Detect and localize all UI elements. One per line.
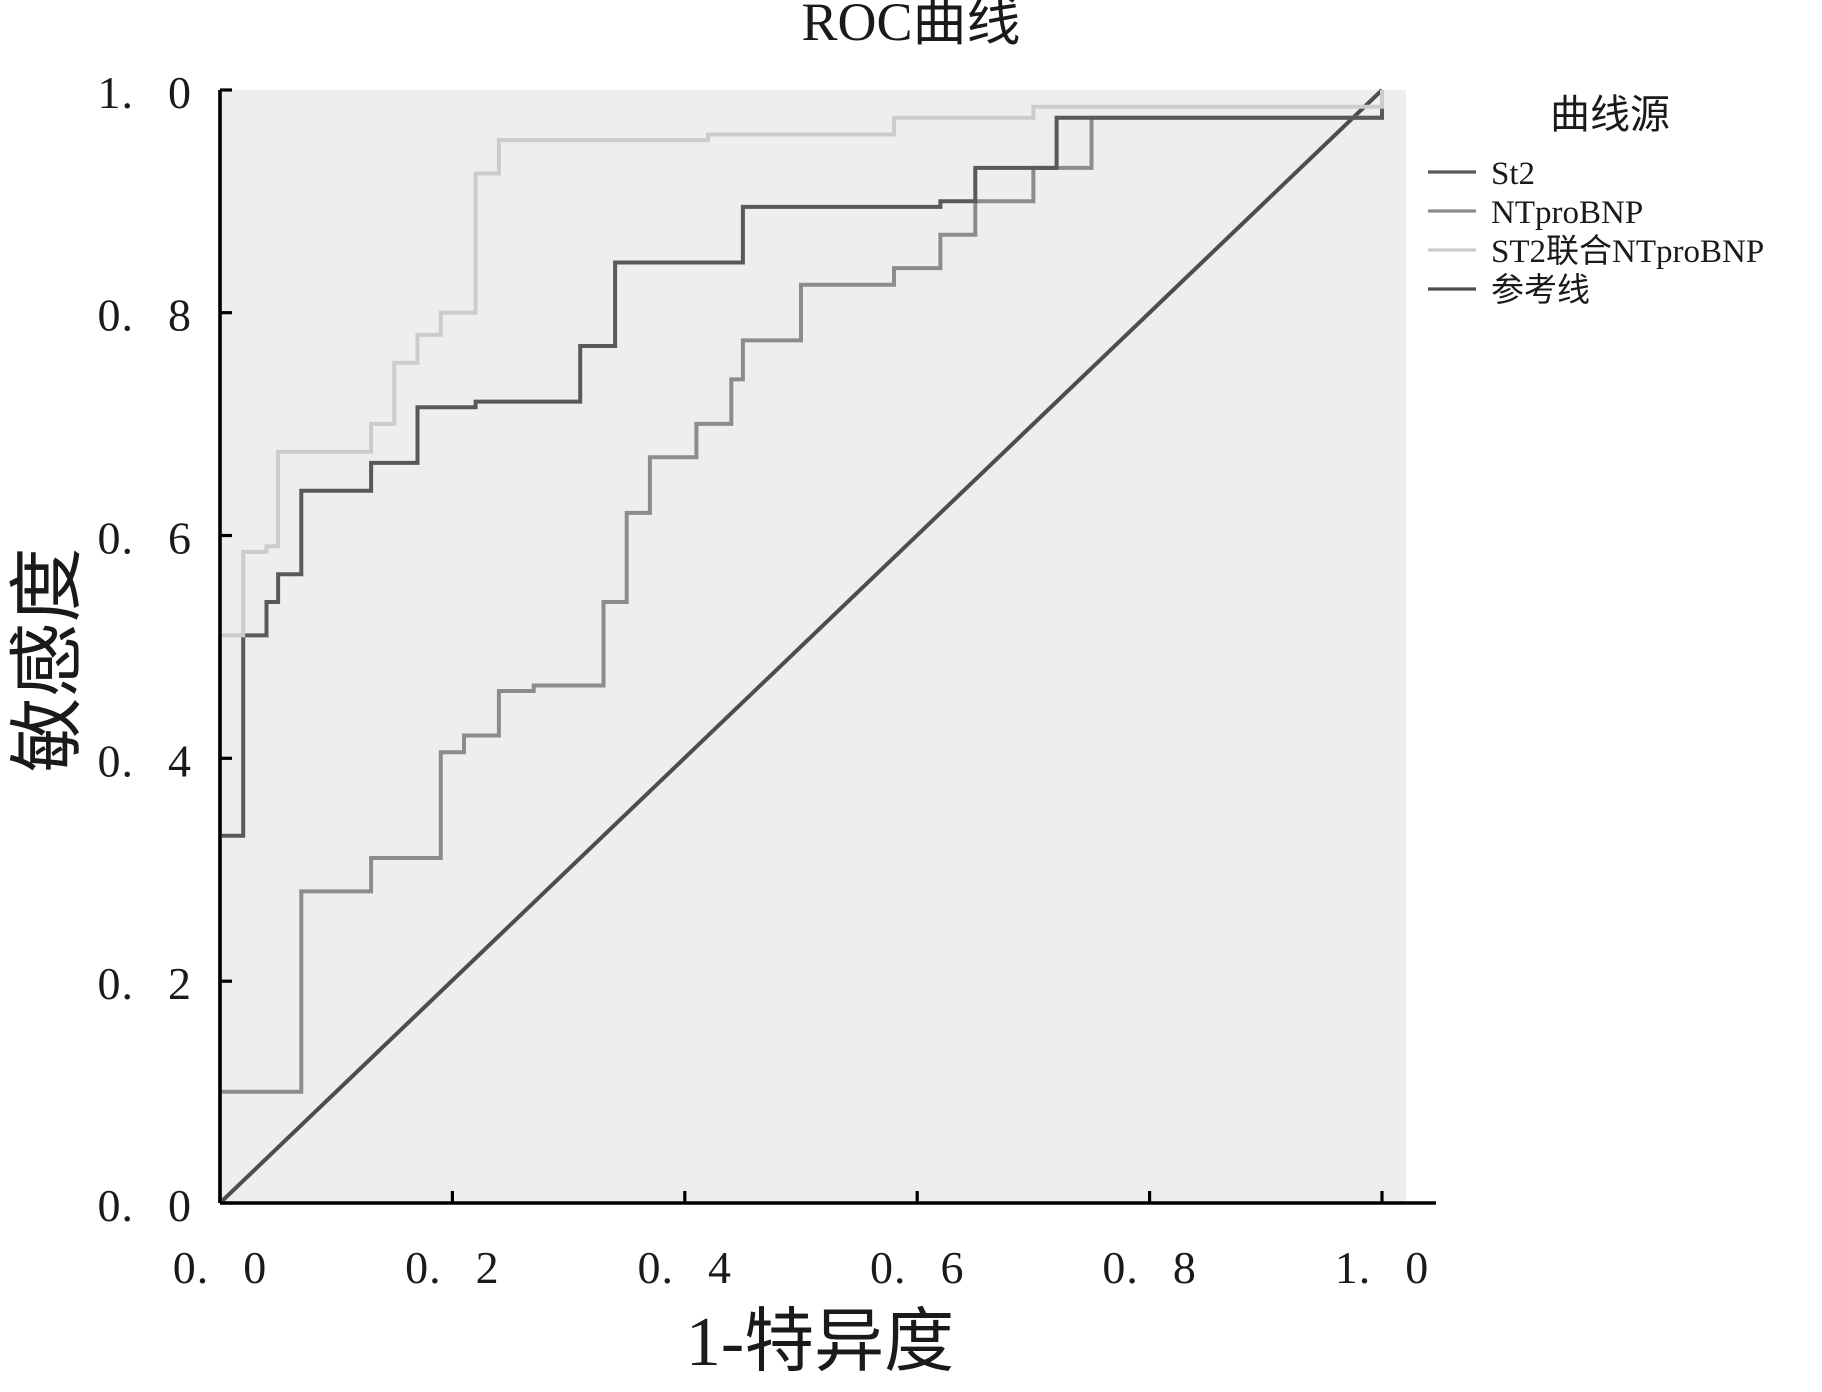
svg-text:曲线源: 曲线源 — [1550, 92, 1670, 137]
svg-text:0.0: 0. 0 — [98, 1180, 193, 1231]
svg-text:0.6: 0. 6 — [98, 513, 193, 564]
svg-text:0.2: 0. 2 — [98, 958, 193, 1009]
svg-text:1-特异度: 1-特异度 — [686, 1304, 954, 1381]
svg-text:ST2联合NTproBNP: ST2联合NTproBNP — [1491, 233, 1764, 270]
svg-text:ROC曲线: ROC曲线 — [801, 0, 1020, 52]
svg-text:0.8: 0. 8 — [98, 290, 193, 341]
svg-text:NTproBNP: NTproBNP — [1491, 195, 1643, 231]
svg-text:0.6: 0. 6 — [870, 1242, 965, 1293]
svg-text:St2: St2 — [1491, 156, 1535, 192]
svg-text:0.8: 0. 8 — [1102, 1242, 1197, 1293]
svg-text:0.2: 0. 2 — [405, 1242, 500, 1293]
svg-text:0.4: 0. 4 — [98, 735, 193, 786]
svg-text:0.0: 0. 0 — [173, 1242, 268, 1293]
svg-text:敏感度: 敏感度 — [7, 547, 90, 772]
svg-text:0.4: 0. 4 — [638, 1242, 733, 1293]
svg-text:1.0: 1. 0 — [98, 67, 193, 118]
svg-text:参考线: 参考线 — [1491, 272, 1590, 309]
svg-text:1.0: 1. 0 — [1335, 1242, 1430, 1293]
